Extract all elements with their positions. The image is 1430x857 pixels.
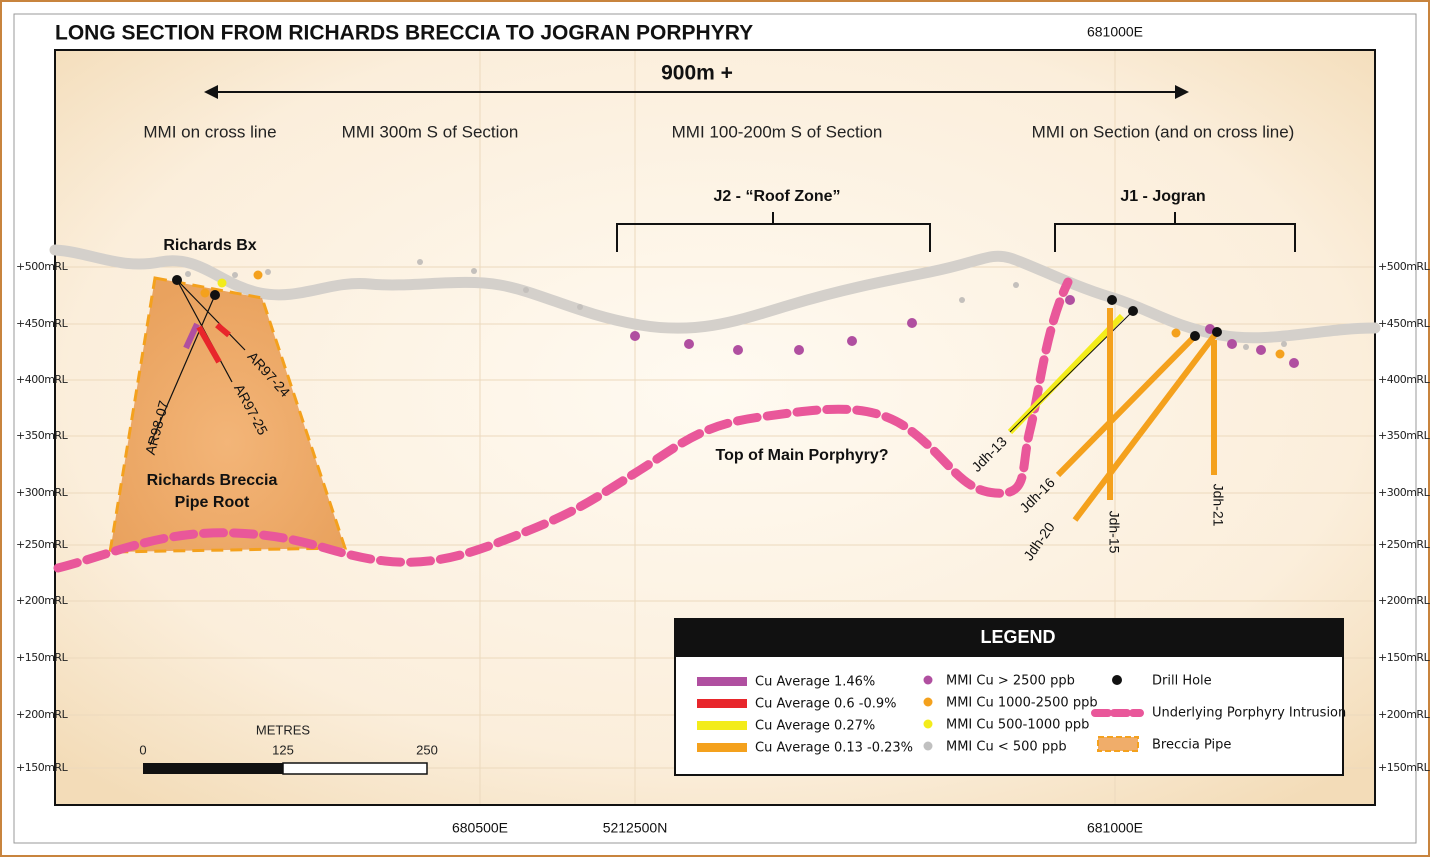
elevation-label: +400mRL bbox=[1378, 373, 1430, 386]
mmi-sample bbox=[577, 304, 583, 310]
porphyry-intrusion bbox=[53, 277, 1073, 573]
drill-hole-label: Jdh-15 bbox=[1106, 511, 1122, 554]
elevation-label: +300mRL bbox=[1378, 486, 1430, 499]
mmi-sample bbox=[1275, 349, 1285, 359]
mmi-sample bbox=[1227, 339, 1237, 349]
mmi-sample bbox=[523, 287, 529, 293]
legend-label: MMI Cu > 2500 ppb bbox=[946, 674, 1075, 689]
elevation-label: +250mRL bbox=[1378, 538, 1430, 551]
elevation-label: +200mRL bbox=[1378, 708, 1430, 721]
mmi-sample bbox=[265, 269, 271, 275]
mmi-sample bbox=[232, 272, 238, 278]
mmi-sample bbox=[907, 318, 917, 328]
legend bbox=[674, 618, 1344, 776]
drill-collar bbox=[1212, 327, 1222, 337]
legend-label: Cu Average 1.46% bbox=[755, 675, 875, 690]
elevation-label: +500mRL bbox=[16, 260, 69, 273]
annotation: Richards Breccia bbox=[147, 472, 278, 489]
elevation-label: +250mRL bbox=[16, 538, 69, 551]
mmi-sample bbox=[1243, 344, 1249, 350]
legend-label: Cu Average 0.6 -0.9% bbox=[755, 697, 897, 712]
scale-tick: 0 bbox=[139, 742, 146, 757]
scale-bar bbox=[282, 762, 428, 775]
drill-collar bbox=[1107, 295, 1117, 305]
drill-collar bbox=[172, 275, 182, 285]
elevation-label: +350mRL bbox=[1378, 429, 1430, 442]
drill-collar bbox=[1190, 331, 1200, 341]
topography bbox=[49, 244, 1381, 344]
annotation: Pipe Root bbox=[175, 494, 250, 511]
mmi-sample bbox=[1256, 345, 1266, 355]
coordinate: 680500E bbox=[452, 820, 508, 836]
coordinate: 681000E bbox=[1087, 24, 1143, 40]
elevation-label: +150mRL bbox=[16, 651, 69, 664]
mmi-sample bbox=[733, 345, 743, 355]
legend-label: Cu Average 0.27% bbox=[755, 719, 875, 734]
mmi-sample bbox=[1289, 358, 1299, 368]
scale-title: METRES bbox=[256, 722, 311, 737]
elevation-label: +500mRL bbox=[1378, 260, 1430, 273]
target-brackets bbox=[616, 212, 1296, 252]
annotation: Richards Bx bbox=[163, 237, 256, 254]
mmi-sample bbox=[959, 297, 965, 303]
coordinate: 681000E bbox=[1087, 820, 1143, 836]
target-label: J2 - “Roof Zone” bbox=[713, 188, 840, 205]
mmi-sample bbox=[1281, 341, 1287, 347]
zone-label: MMI on cross line bbox=[143, 122, 276, 141]
mmi-sample bbox=[794, 345, 804, 355]
elevation-label: +150mRL bbox=[1378, 761, 1430, 774]
scale-bar bbox=[143, 763, 283, 774]
zone-label: MMI 100-200m S of Section bbox=[672, 122, 883, 141]
elevation-label: +300mRL bbox=[16, 486, 69, 499]
elevation-label: +200mRL bbox=[1378, 594, 1430, 607]
mmi-sample bbox=[200, 288, 210, 298]
elevation-label: +200mRL bbox=[16, 594, 69, 607]
elevation-label: +450mRL bbox=[1378, 317, 1430, 330]
breccia-pipe bbox=[108, 276, 348, 554]
scale-tick: 125 bbox=[272, 742, 294, 757]
mmi-samples bbox=[172, 259, 1299, 368]
legend-label: MMI Cu 500-1000 ppb bbox=[946, 718, 1089, 733]
legend-label: Drill Hole bbox=[1152, 674, 1212, 689]
mmi-sample bbox=[253, 270, 263, 280]
scale-tick: 250 bbox=[416, 742, 438, 757]
mmi-sample bbox=[217, 278, 227, 288]
mmi-sample bbox=[684, 339, 694, 349]
mmi-sample bbox=[847, 336, 857, 346]
zone-label: MMI on Section (and on cross line) bbox=[1032, 122, 1295, 141]
coordinate: 5212500N bbox=[603, 820, 668, 836]
elevation-label: +150mRL bbox=[16, 761, 69, 774]
elevation-label: +350mRL bbox=[16, 429, 69, 442]
zone-label: MMI 300m S of Section bbox=[342, 122, 519, 141]
elevation-label: +150mRL bbox=[1378, 651, 1430, 664]
drill-hole-label: Jdh-21 bbox=[1210, 484, 1226, 527]
legend-label: Underlying Porphyry Intrusion bbox=[1152, 706, 1346, 721]
drill-holes bbox=[149, 279, 1220, 522]
target-label: J1 - Jogran bbox=[1120, 188, 1205, 205]
elevation-label: +400mRL bbox=[16, 373, 69, 386]
title: LONG SECTION FROM RICHARDS BRECCIA TO JO… bbox=[55, 22, 753, 45]
mmi-sample bbox=[1065, 295, 1075, 305]
elevation-label: +200mRL bbox=[16, 708, 69, 721]
elevation-labels: +500mRL +500mRL +450mRL +450mRL +400mRL +400m… bbox=[16, 260, 1430, 774]
legend-title: LEGEND bbox=[980, 627, 1055, 647]
legend-label: Cu Average 0.13 -0.23% bbox=[755, 741, 913, 756]
mmi-sample bbox=[417, 259, 423, 265]
mmi-sample bbox=[1171, 328, 1181, 338]
span-label: 900m + bbox=[661, 62, 733, 85]
mmi-sample bbox=[185, 271, 191, 277]
legend-label: MMI Cu < 500 ppb bbox=[946, 740, 1067, 755]
elevation-label: +450mRL bbox=[16, 317, 69, 330]
legend-label: Breccia Pipe bbox=[1152, 738, 1231, 753]
mmi-sample bbox=[471, 268, 477, 274]
drill-collar bbox=[210, 290, 220, 300]
mmi-sample bbox=[1013, 282, 1019, 288]
legend-label: MMI Cu 1000-2500 ppb bbox=[946, 696, 1098, 711]
annotation: Top of Main Porphyry? bbox=[715, 447, 888, 464]
span-arrow bbox=[204, 85, 1189, 99]
drill-collar bbox=[1128, 306, 1138, 316]
mmi-sample bbox=[630, 331, 640, 341]
